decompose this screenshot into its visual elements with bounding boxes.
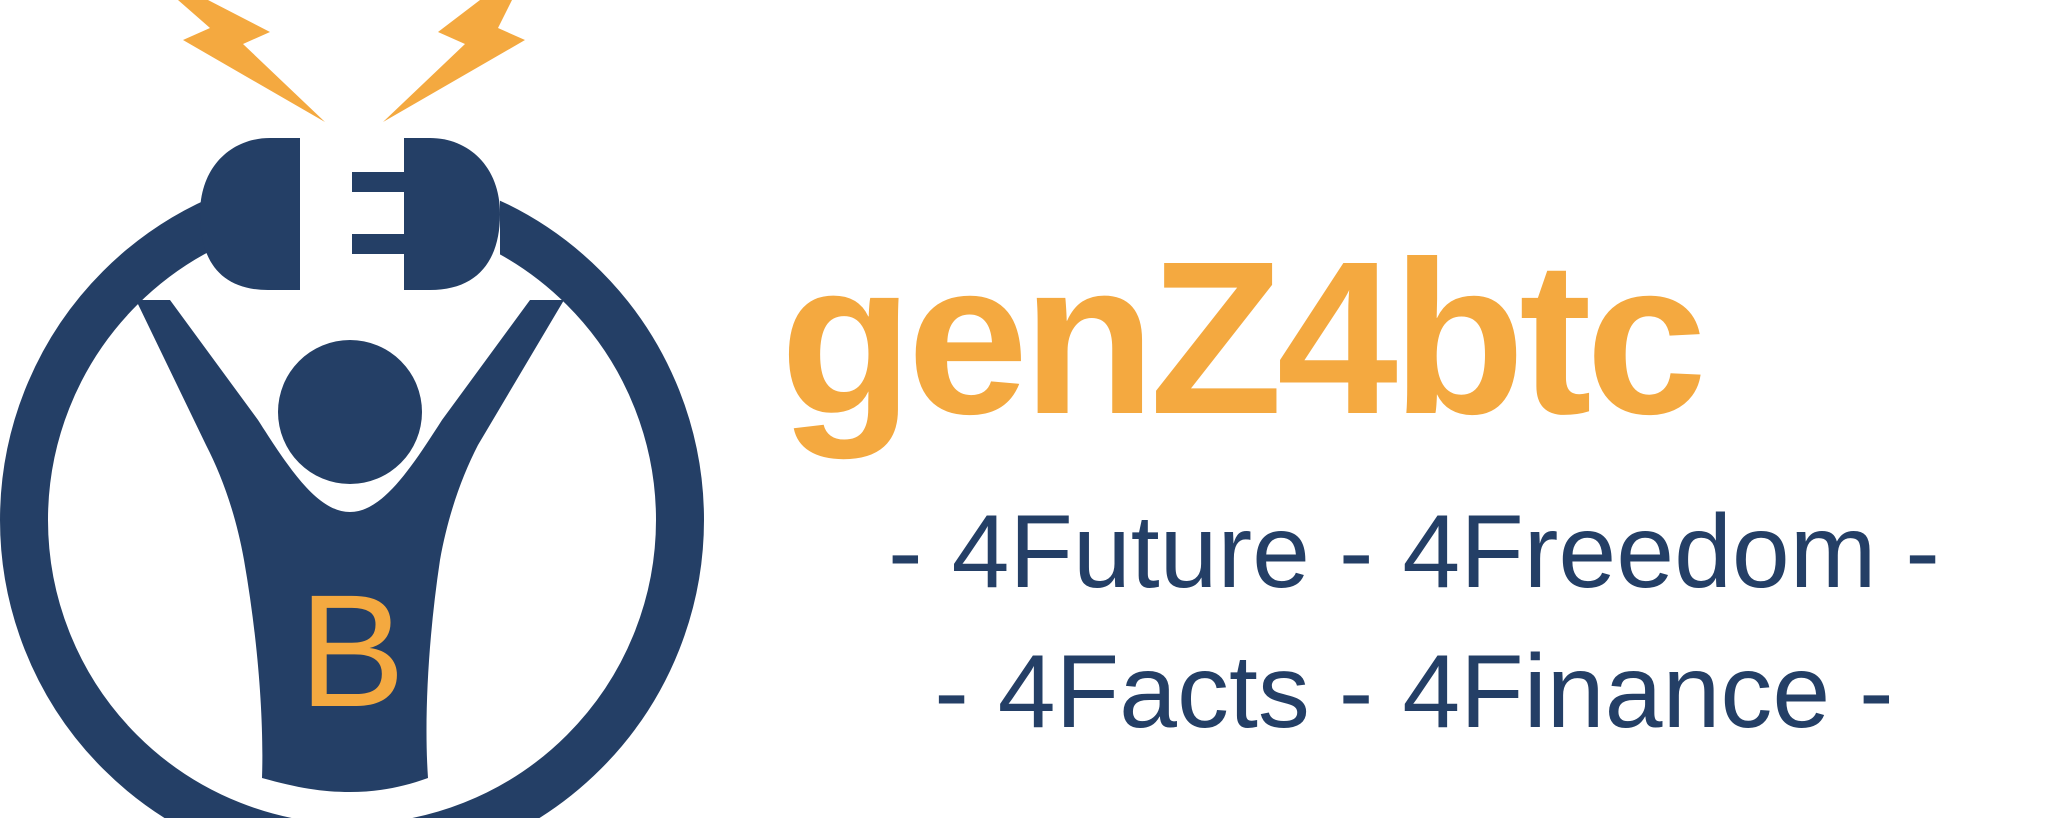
tagline-line-1: - 4Future - 4Freedom -: [888, 494, 1940, 610]
logo-emblem: B: [0, 0, 720, 818]
plug-prong-bottom: [352, 234, 408, 254]
lightning-bolt-right-icon: [383, 0, 525, 122]
plug-right-icon: [404, 138, 500, 290]
lightning-bolt-left-icon: [178, 0, 325, 122]
emblem-letter: B: [299, 561, 406, 740]
plug-left-icon: [200, 138, 300, 290]
brand-title: genZ4btc: [780, 217, 1707, 460]
person-body: [136, 300, 564, 792]
person-head: [278, 340, 422, 484]
tagline-line-2: - 4Facts - 4Finance -: [934, 634, 1894, 750]
plug-prong-top: [352, 172, 408, 192]
